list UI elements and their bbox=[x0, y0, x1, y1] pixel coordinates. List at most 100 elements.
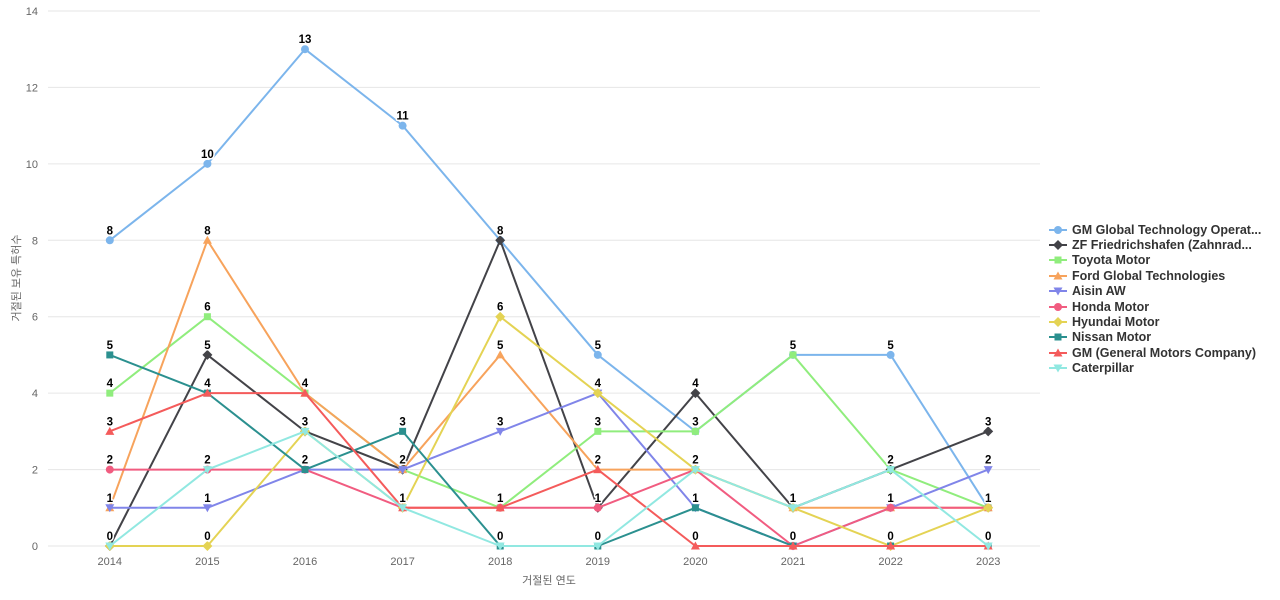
data-point[interactable] bbox=[105, 426, 115, 435]
legend-marker-icon bbox=[1049, 256, 1067, 264]
data-label: 2 bbox=[692, 455, 698, 467]
data-label: 3 bbox=[692, 416, 698, 428]
data-label: 2 bbox=[595, 455, 601, 467]
data-point[interactable] bbox=[495, 235, 506, 246]
data-point[interactable] bbox=[886, 466, 896, 475]
data-point[interactable] bbox=[886, 541, 896, 550]
data-point[interactable] bbox=[495, 311, 506, 322]
data-point[interactable] bbox=[105, 542, 115, 551]
legend: GM Global Technology Operat... ZF Friedri… bbox=[1049, 222, 1277, 376]
data-label: 6 bbox=[497, 302, 503, 314]
series-line bbox=[108, 430, 990, 547]
data-label: 5 bbox=[107, 340, 114, 352]
data-point[interactable] bbox=[398, 466, 408, 475]
data-point[interactable] bbox=[300, 427, 310, 436]
data-label: 11 bbox=[397, 111, 410, 123]
data-point[interactable] bbox=[495, 427, 505, 436]
data-label: 0 bbox=[107, 531, 113, 543]
data-point[interactable] bbox=[690, 388, 701, 399]
x-tick-label: 2019 bbox=[586, 556, 610, 568]
x-axis-title: 거절된 연도 bbox=[522, 574, 576, 587]
y-tick-label: 10 bbox=[26, 159, 38, 171]
data-point[interactable] bbox=[593, 350, 602, 359]
data-point[interactable] bbox=[690, 466, 700, 475]
data-label: 1 bbox=[790, 493, 797, 505]
data-point[interactable] bbox=[886, 503, 895, 512]
legend-marker-icon bbox=[1049, 287, 1067, 296]
data-point[interactable] bbox=[106, 389, 114, 397]
data-point[interactable] bbox=[495, 542, 505, 551]
data-point[interactable] bbox=[593, 542, 603, 551]
data-point[interactable] bbox=[203, 313, 211, 321]
data-point[interactable] bbox=[398, 121, 407, 130]
data-label: 6 bbox=[204, 302, 210, 314]
data-label: 4 bbox=[204, 378, 211, 390]
data-point[interactable] bbox=[788, 541, 798, 550]
data-point[interactable] bbox=[398, 504, 408, 513]
series-line bbox=[108, 353, 990, 547]
x-tick-label: 2021 bbox=[781, 556, 805, 568]
legend-item[interactable]: Honda Motor bbox=[1049, 299, 1277, 314]
data-label: 2 bbox=[302, 455, 308, 467]
legend-item[interactable]: Hyundai Motor bbox=[1049, 314, 1277, 329]
legend-item[interactable]: GM (General Motors Company) bbox=[1049, 345, 1277, 360]
data-label: 1 bbox=[985, 493, 992, 505]
legend-item[interactable]: Toyota Motor bbox=[1049, 253, 1277, 268]
series-GM Global Technology Operat... bbox=[105, 45, 993, 512]
data-point[interactable] bbox=[495, 503, 505, 512]
data-point[interactable] bbox=[788, 504, 798, 513]
data-point[interactable] bbox=[202, 388, 212, 397]
data-label: 0 bbox=[595, 531, 601, 543]
data-point[interactable] bbox=[593, 465, 603, 474]
data-point[interactable] bbox=[202, 349, 213, 360]
data-point[interactable] bbox=[301, 466, 309, 474]
data-point[interactable] bbox=[983, 426, 994, 437]
data-label: 5 bbox=[497, 340, 504, 352]
data-point[interactable] bbox=[202, 466, 212, 475]
data-point[interactable] bbox=[983, 466, 993, 475]
legend-marker-icon bbox=[1049, 271, 1067, 280]
data-label: 0 bbox=[887, 531, 893, 543]
data-label: 5 bbox=[790, 340, 797, 352]
data-point[interactable] bbox=[105, 465, 114, 474]
legend-item-label: ZF Friedrichshafen (Zahnrad... bbox=[1072, 238, 1252, 253]
data-point[interactable] bbox=[202, 541, 213, 551]
data-point[interactable] bbox=[594, 427, 602, 435]
legend-item[interactable]: GM Global Technology Operat... bbox=[1049, 222, 1277, 237]
data-point[interactable] bbox=[593, 503, 602, 512]
data-point[interactable] bbox=[495, 350, 505, 359]
data-point[interactable] bbox=[789, 351, 797, 359]
legend-item-label: GM Global Technology Operat... bbox=[1072, 222, 1262, 237]
series-Caterpillar bbox=[105, 427, 993, 551]
data-point[interactable] bbox=[300, 388, 310, 397]
data-point[interactable] bbox=[203, 159, 212, 168]
data-point[interactable] bbox=[690, 541, 700, 550]
data-label: 3 bbox=[985, 416, 991, 428]
data-point[interactable] bbox=[886, 350, 895, 359]
data-point[interactable] bbox=[106, 351, 114, 359]
legend-item[interactable]: Aisin AW bbox=[1049, 284, 1277, 299]
data-point[interactable] bbox=[592, 388, 603, 399]
data-point[interactable] bbox=[983, 542, 993, 551]
legend-item[interactable]: Ford Global Technologies bbox=[1049, 268, 1277, 283]
data-point[interactable] bbox=[399, 427, 407, 435]
data-point[interactable] bbox=[301, 45, 309, 54]
legend-item[interactable]: ZF Friedrichshafen (Zahnrad... bbox=[1049, 237, 1277, 252]
legend-item[interactable]: Nissan Motor bbox=[1049, 330, 1277, 345]
legend-marker-icon bbox=[1049, 364, 1067, 373]
y-axis-title: 거절된 보유 특허수 bbox=[10, 234, 23, 321]
data-point[interactable] bbox=[105, 504, 115, 513]
data-point[interactable] bbox=[202, 504, 212, 513]
data-point[interactable] bbox=[691, 504, 699, 512]
data-point[interactable] bbox=[691, 427, 699, 435]
legend-item[interactable]: Caterpillar bbox=[1049, 361, 1277, 376]
data-point[interactable] bbox=[105, 236, 114, 245]
y-tick-label: 4 bbox=[32, 388, 38, 400]
data-label: 13 bbox=[299, 34, 312, 46]
data-label: 3 bbox=[399, 416, 405, 428]
data-point[interactable] bbox=[983, 502, 994, 513]
data-point[interactable] bbox=[202, 235, 212, 244]
series-line bbox=[108, 315, 990, 547]
